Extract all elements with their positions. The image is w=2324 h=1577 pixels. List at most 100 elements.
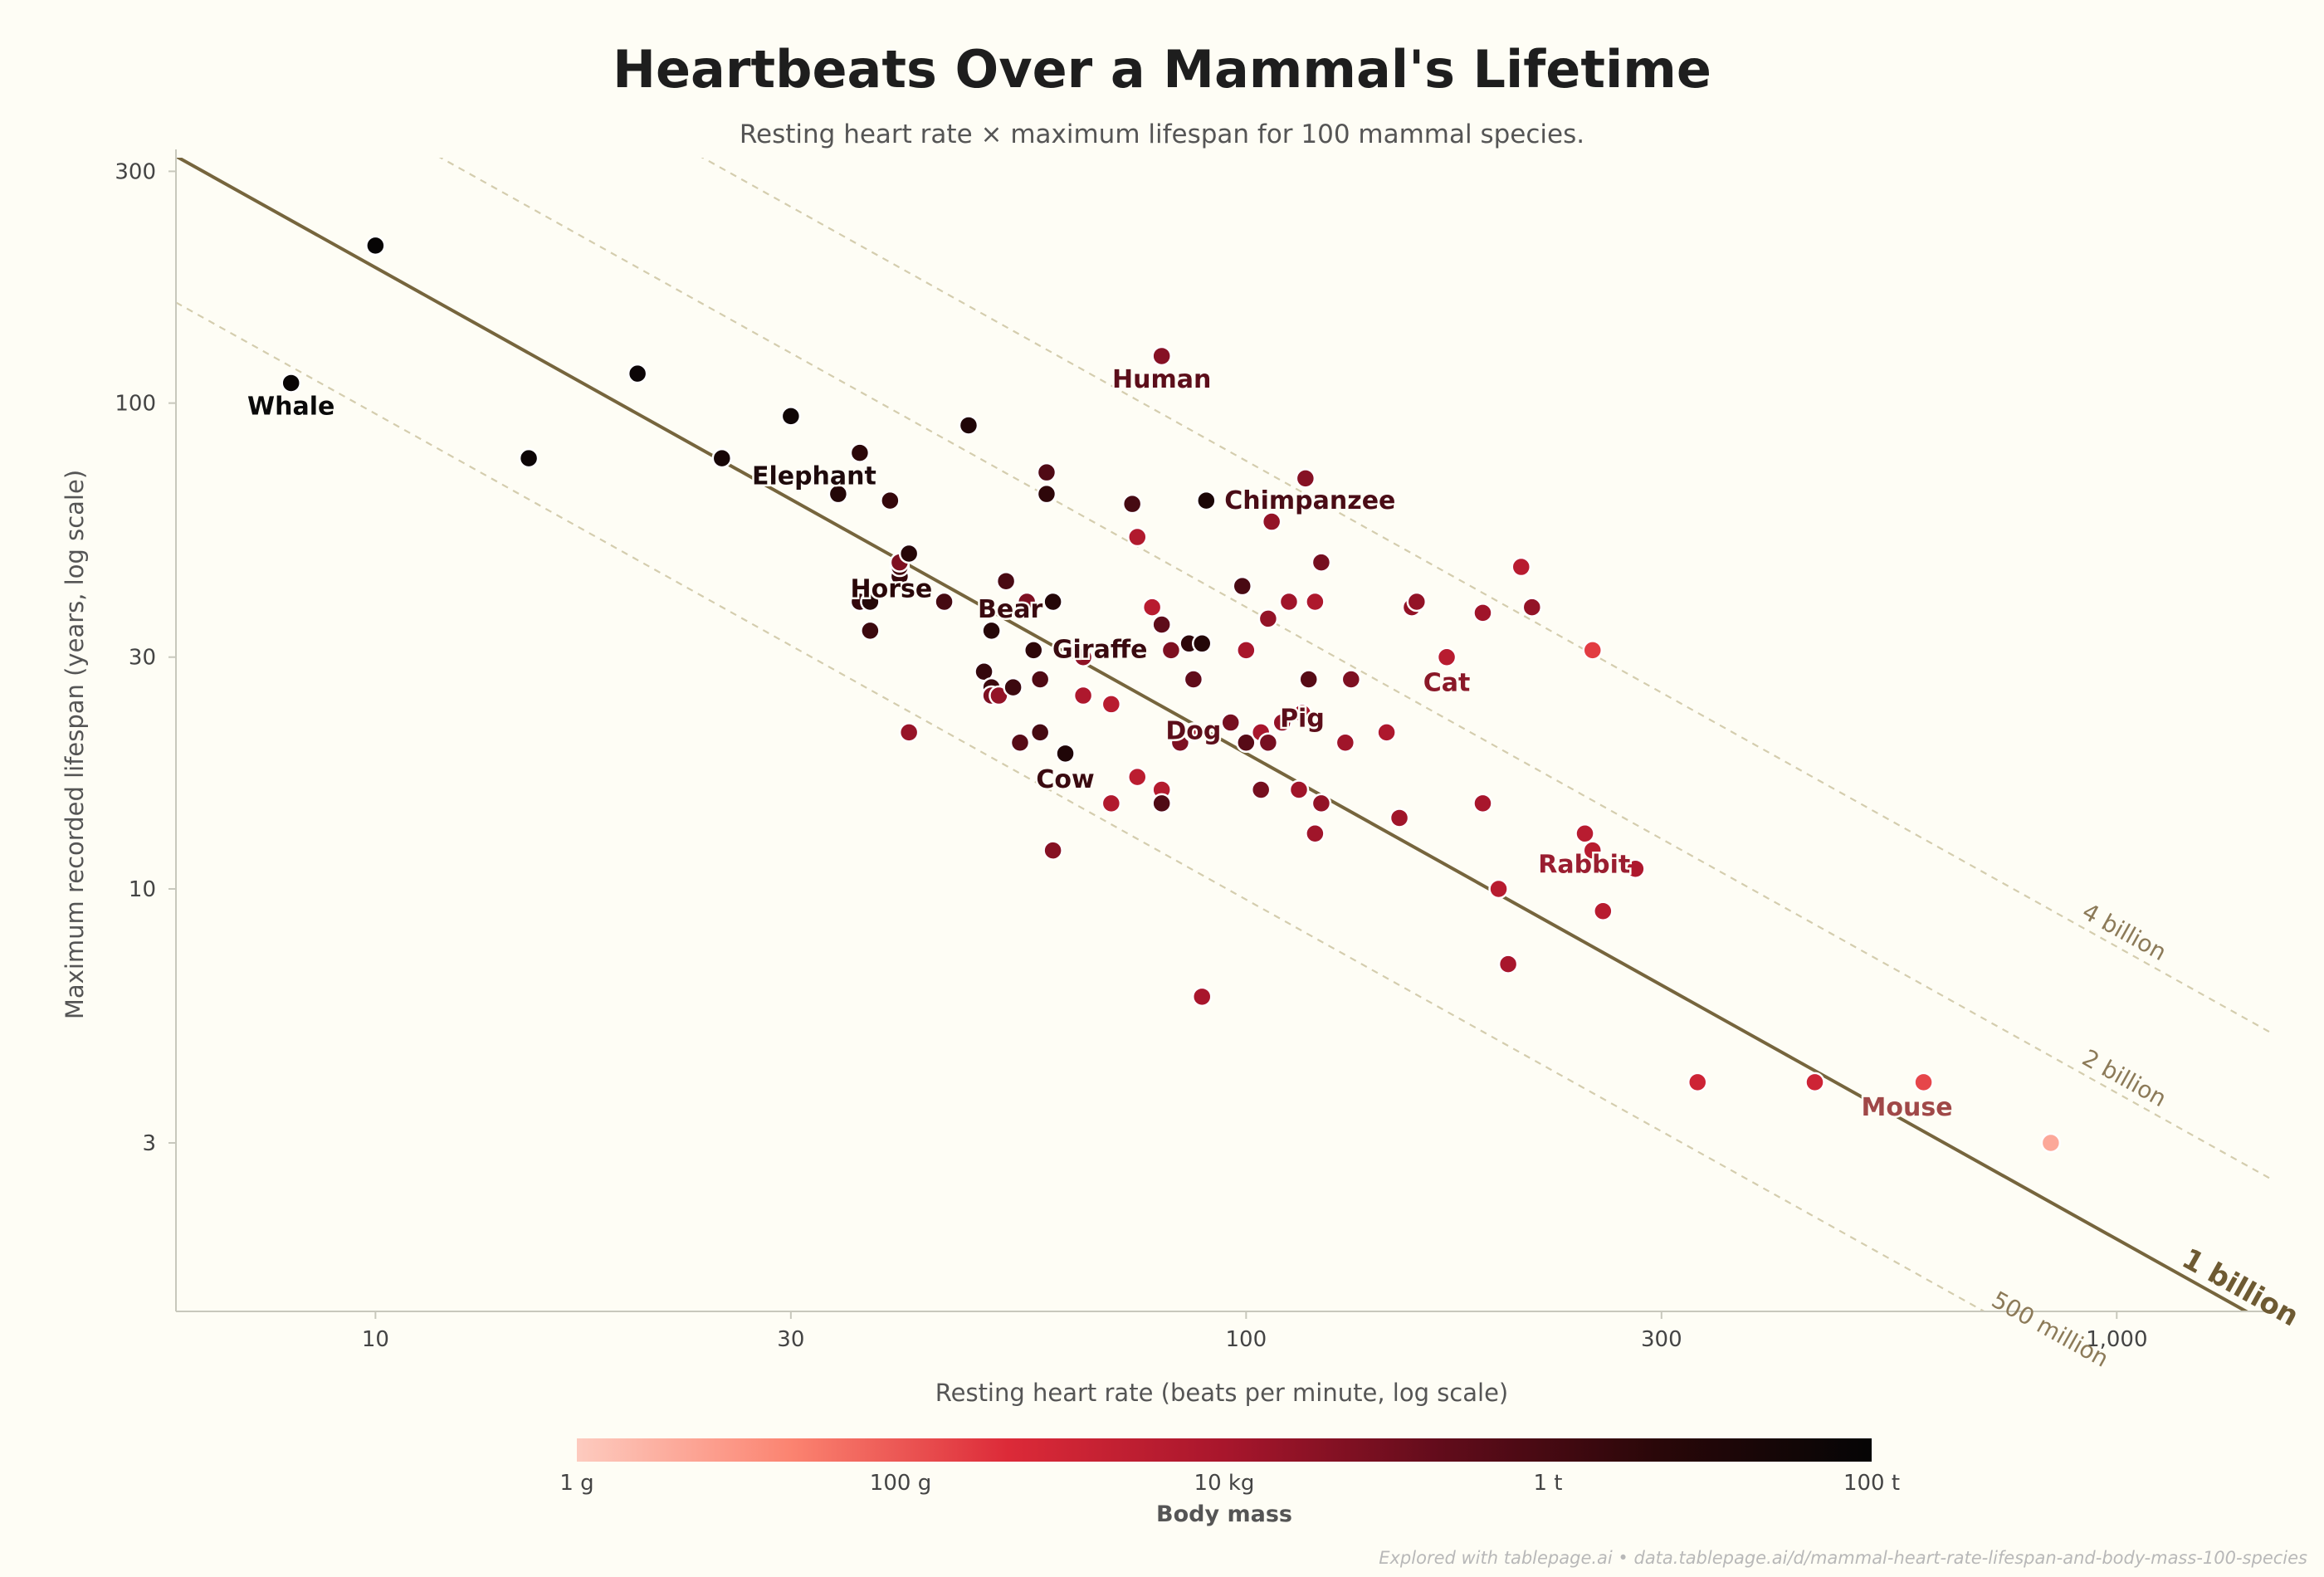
x-tick-label: 1,000 <box>2086 1327 2147 1352</box>
data-point <box>1295 468 1316 489</box>
axes: 10 30 100 300 1,000 3 10 30 100 300 <box>115 149 2270 1352</box>
x-tick-label: 300 <box>1641 1327 1682 1352</box>
data-point <box>365 235 386 256</box>
reference-line-2 <box>438 158 2270 1179</box>
colorbar-tick-label: 1 t <box>1533 1471 1562 1496</box>
data-point <box>860 591 881 613</box>
data-point <box>1036 461 1057 483</box>
point-label: Cat <box>1423 669 1471 698</box>
point-label: Rabbit <box>1538 851 1630 880</box>
x-tick-label: 10 <box>362 1327 389 1352</box>
data-point <box>1497 954 1519 974</box>
colorbar: 1 g 100 g 10 kg 1 t 100 t <box>559 1438 1900 1496</box>
point-label: Pig <box>1280 704 1325 733</box>
reference-line-0 <box>176 158 2250 1311</box>
data-point <box>1272 712 1292 733</box>
data-point <box>1160 640 1182 661</box>
data-point <box>1029 669 1051 690</box>
data-point <box>1121 493 1143 515</box>
data-point <box>1291 703 1313 724</box>
data-point <box>1169 732 1191 754</box>
data-point <box>1072 685 1094 706</box>
data-point <box>828 483 849 505</box>
x-tick-label: 30 <box>777 1327 804 1352</box>
data-point <box>1582 840 1604 861</box>
y-tick-label: 100 <box>115 392 156 417</box>
data-point <box>1141 597 1163 618</box>
point-label: Elephant <box>752 462 876 491</box>
data-point <box>1003 676 1023 698</box>
data-point <box>1191 986 1213 1008</box>
reference-lines <box>176 158 2270 1311</box>
data-point <box>711 447 733 469</box>
data-point <box>1436 647 1457 667</box>
data-point <box>1196 490 1217 511</box>
y-tick-label: 30 <box>129 646 156 671</box>
data-point <box>1472 793 1493 814</box>
data-point <box>1236 732 1257 754</box>
data-point <box>898 722 920 743</box>
data-point <box>981 620 1002 642</box>
data-point <box>1036 483 1057 505</box>
data-point <box>1127 766 1148 788</box>
data-point <box>1009 732 1031 754</box>
data-point <box>1029 722 1051 743</box>
data-point <box>1305 823 1326 844</box>
data-point <box>1042 591 1063 613</box>
data-point <box>958 415 979 436</box>
data-point <box>1406 591 1428 613</box>
x-axis-label: Resting heart rate (beats per minute, lo… <box>935 1379 1508 1407</box>
colorbar-tick-label: 100 t <box>1843 1471 1900 1496</box>
point-label: Bear <box>978 595 1042 624</box>
x-tick-label: 100 <box>1226 1327 1267 1352</box>
data-point <box>2040 1132 2062 1154</box>
point-label: Horse <box>851 575 933 604</box>
data-point <box>860 620 881 642</box>
colorbar-title: Body mass <box>1156 1501 1292 1527</box>
data-point <box>1220 712 1241 733</box>
data-point <box>1376 722 1397 743</box>
data-point <box>1335 732 1356 754</box>
data-point <box>1687 1072 1708 1093</box>
data-point <box>1511 556 1532 578</box>
data-point <box>1183 669 1204 690</box>
data-point <box>1298 669 1319 690</box>
data-point <box>1151 614 1172 635</box>
point-label: Whale <box>247 392 334 421</box>
data-point <box>1101 694 1122 715</box>
y-tick-label: 3 <box>142 1131 156 1156</box>
colorbar-tick-label: 1 g <box>559 1471 593 1496</box>
colorbar-tick-label: 100 g <box>870 1471 931 1496</box>
data-point <box>1311 793 1332 814</box>
point-label: Giraffe <box>1052 635 1148 664</box>
data-point <box>1232 575 1252 597</box>
data-point <box>1151 345 1172 367</box>
data-point <box>1023 640 1044 661</box>
data-point <box>1288 779 1310 800</box>
data-point <box>1488 878 1509 900</box>
point-label: Mouse <box>1862 1093 1953 1122</box>
data-point <box>1257 608 1279 629</box>
data-point <box>1261 511 1282 532</box>
reference-line-label: 1 billion <box>2176 1242 2304 1333</box>
point-label: Human <box>1112 365 1211 394</box>
point-annotations: Whale Human Elephant Horse Chimpanzee Bear Gir… <box>246 363 1955 1124</box>
data-point <box>281 373 301 393</box>
data-point <box>1257 732 1279 754</box>
data-point <box>1305 591 1326 613</box>
data-point <box>995 570 1017 592</box>
data-point <box>1191 633 1213 654</box>
data-point <box>1127 526 1148 548</box>
data-points <box>281 235 2062 1154</box>
point-label: Cow <box>1036 765 1094 794</box>
data-point <box>1582 640 1604 661</box>
data-point <box>1278 591 1300 613</box>
point-label: Dog <box>1165 716 1221 745</box>
data-point <box>1072 647 1094 667</box>
data-point <box>880 490 901 511</box>
data-point <box>1340 669 1362 690</box>
data-point <box>849 442 871 463</box>
data-point <box>1804 1072 1825 1093</box>
